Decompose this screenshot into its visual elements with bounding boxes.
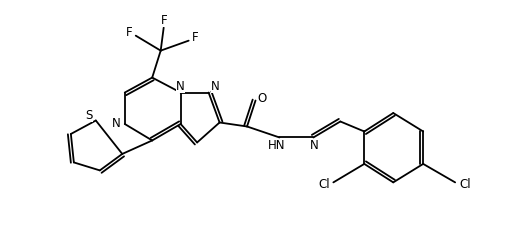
- Text: F: F: [125, 26, 132, 39]
- Text: HN: HN: [268, 139, 286, 153]
- Text: O: O: [258, 92, 267, 104]
- Text: N: N: [112, 118, 121, 130]
- Text: S: S: [85, 109, 93, 122]
- Text: N: N: [211, 79, 220, 93]
- Text: Cl: Cl: [319, 178, 330, 191]
- Text: Cl: Cl: [460, 178, 471, 191]
- Text: F: F: [160, 14, 167, 27]
- Text: F: F: [192, 31, 199, 44]
- Text: N: N: [176, 79, 185, 93]
- Text: N: N: [310, 139, 319, 153]
